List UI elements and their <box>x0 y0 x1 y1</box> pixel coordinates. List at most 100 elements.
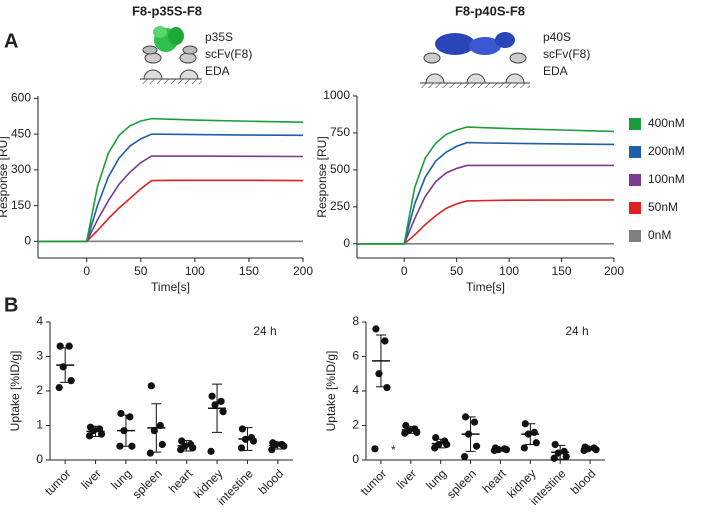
diagram-label: EDA <box>205 64 230 78</box>
x-tick-label: 100 <box>185 264 205 278</box>
x-tick-label: spleen <box>130 466 165 501</box>
diagram-label: p35S <box>205 30 233 44</box>
data-point <box>551 440 559 449</box>
data-point <box>413 428 421 436</box>
legend-label: 200nM <box>648 144 685 158</box>
y-axis-label: Uptake [%ID/g] <box>324 351 338 432</box>
data-point <box>371 445 379 453</box>
data-point <box>208 392 216 400</box>
data-point <box>550 454 558 462</box>
data-point <box>375 370 383 378</box>
data-point <box>562 452 570 461</box>
schematic <box>420 32 530 88</box>
y-axis-label: Response [RU] <box>315 136 329 217</box>
data-point <box>372 325 380 333</box>
y-axis-label: Uptake [%ID/g] <box>8 351 22 432</box>
annotation: 24 h <box>565 324 588 338</box>
data-point <box>470 418 479 426</box>
y-tick-label: 4 <box>352 383 359 397</box>
chart-title: F8-p40S-F8 <box>455 3 525 18</box>
data-point <box>217 397 225 405</box>
data-point <box>219 408 227 416</box>
data-point <box>146 449 154 457</box>
legend-label: 400nM <box>648 116 685 130</box>
data-point <box>147 382 155 390</box>
data-point <box>383 383 391 392</box>
x-tick-label: 50 <box>134 264 148 278</box>
series-line <box>38 179 304 243</box>
data-point <box>460 452 469 461</box>
data-point <box>55 383 63 392</box>
x-tick-label: lung <box>108 466 134 492</box>
data-point <box>238 425 247 433</box>
data-point <box>532 439 540 447</box>
diagram-label: scFv(F8) <box>543 47 590 61</box>
x-tick-label: tumor <box>358 466 390 498</box>
series-line <box>38 133 304 243</box>
panel-letter: B <box>4 294 18 316</box>
data-point <box>65 342 73 350</box>
legend-swatch <box>629 202 641 214</box>
x-tick-label: 0 <box>401 264 408 278</box>
legend-swatch <box>629 174 641 186</box>
data-point <box>237 444 246 452</box>
x-tick-label: lung <box>423 466 449 492</box>
data-point <box>207 447 215 455</box>
y-tick-label: 6 <box>352 349 359 363</box>
y-tick-label: 0 <box>24 233 31 247</box>
legend-label: 50nM <box>648 200 678 214</box>
data-point <box>116 442 124 450</box>
x-tick-label: blood <box>256 466 287 497</box>
y-tick-label: 1000 <box>323 88 350 102</box>
y-tick-label: 0 <box>36 452 43 466</box>
data-point <box>56 342 64 350</box>
point-note: * <box>391 443 396 457</box>
x-tick-label: 150 <box>552 264 572 278</box>
data-point <box>381 337 389 345</box>
x-tick-label: tumor <box>42 466 74 498</box>
data-point <box>97 430 106 438</box>
x-axis-label: Time[s] <box>466 280 505 294</box>
data-point <box>85 432 94 440</box>
data-point <box>158 440 166 449</box>
legend-swatch <box>629 230 641 242</box>
y-tick-label: 300 <box>11 162 31 176</box>
y-tick-label: 450 <box>11 126 31 140</box>
data-point <box>268 446 276 454</box>
x-tick-label: liver <box>78 466 103 491</box>
x-tick-label: 200 <box>604 264 624 278</box>
data-point <box>211 401 219 409</box>
y-tick-label: 3 <box>36 349 43 363</box>
x-tick-label: blood <box>568 466 599 497</box>
x-tick-label: liver <box>394 466 419 491</box>
data-point <box>520 444 528 452</box>
panel-letter: A <box>4 30 18 52</box>
legend-swatch <box>629 146 641 158</box>
y-tick-label: 2 <box>36 383 43 397</box>
data-point <box>59 363 67 371</box>
data-point <box>432 433 440 442</box>
data-point <box>401 429 409 437</box>
diagram-label: p40S <box>543 30 571 44</box>
data-point <box>126 413 134 421</box>
data-point <box>177 446 185 454</box>
data-point <box>472 442 481 450</box>
data-point <box>128 442 136 450</box>
x-tick-label: 200 <box>293 264 313 278</box>
series-line <box>357 164 614 245</box>
data-point <box>431 444 439 452</box>
y-tick-label: 250 <box>330 199 350 213</box>
y-tick-label: 600 <box>11 91 31 105</box>
data-point <box>67 377 75 385</box>
x-tick-label: 150 <box>239 264 259 278</box>
y-tick-label: 0 <box>352 452 359 466</box>
legend-label: 100nM <box>648 172 685 186</box>
series-line <box>38 155 304 243</box>
y-tick-label: 0 <box>343 236 350 250</box>
y-tick-label: 1 <box>36 418 43 432</box>
legend-label: 0nM <box>648 228 671 242</box>
y-tick-label: 150 <box>11 198 31 212</box>
diagram-label: EDA <box>543 64 568 78</box>
y-tick-label: 500 <box>330 162 350 176</box>
